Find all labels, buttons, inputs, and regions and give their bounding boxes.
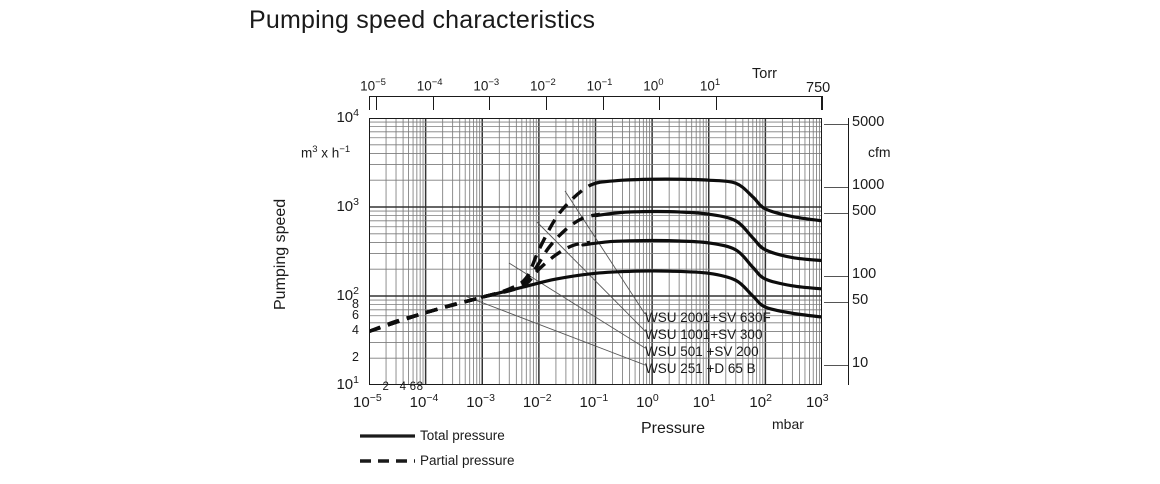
left-axis-tick-0: 101 <box>336 374 359 393</box>
torr-tick-750 <box>822 96 823 110</box>
curve-label-0: WSU 2001+SV 630F <box>645 310 771 325</box>
curve-label-2: WSU 501 +SV 200 <box>645 344 759 359</box>
left-axis-tick-1: 102 <box>336 285 359 304</box>
torr-tick-3 <box>545 96 547 110</box>
bottom-subtick-4: 4 <box>399 381 406 393</box>
left-subtick-8: 8 <box>352 296 359 311</box>
left-axis-tick-3: 104 <box>336 107 359 126</box>
right-axis-tick-5: 5000 <box>852 114 885 131</box>
torr-axis-tick-1: 10−4 <box>416 77 443 94</box>
legend-label-total: Total pressure <box>420 428 505 443</box>
right-axis-tick-1: 50 <box>852 292 869 309</box>
right-axis-tick-4: 1000 <box>852 176 885 193</box>
x-axis-title: Pressure <box>641 420 706 437</box>
bottom-axis-tick-5: 100 <box>636 392 659 411</box>
legend-label-partial: Partial pressure <box>420 453 515 468</box>
bottom-axis-tick-1: 10−4 <box>409 392 439 411</box>
curve-label-1: WSU 1001+SV 300 <box>645 327 763 342</box>
right-axis-tickmark-1 <box>824 302 848 304</box>
torr-axis-tick-3: 10−2 <box>529 77 556 94</box>
torr-tick-2 <box>489 96 491 110</box>
bottom-axis-tick-0: 10−5 <box>353 392 382 411</box>
right-axis-tick-0: 10 <box>852 354 869 371</box>
curve-label-3: WSU 251 +D 65 B <box>645 361 756 376</box>
chart-curves <box>369 177 822 366</box>
right-axis-unit: cfm <box>868 144 891 160</box>
bottom-subtick-2: 2 <box>382 381 389 393</box>
torr-axis-tick-4: 10−1 <box>586 77 613 94</box>
bottom-axis-tick-6: 101 <box>692 392 716 411</box>
bottom-axis-unit: mbar <box>772 416 804 432</box>
left-subtick-6: 6 <box>352 307 359 322</box>
torr-axis-tick-2: 10−3 <box>473 77 500 94</box>
torr-axis-tick-5: 100 <box>643 77 664 94</box>
right-axis-tickmark-5 <box>824 124 848 126</box>
chart-plot-area <box>369 118 822 385</box>
bottom-axis-tick-7: 102 <box>749 392 772 411</box>
left-axis-unit: m3 x h−1 <box>301 144 351 161</box>
bottom-axis-tick-2: 10−3 <box>466 392 495 411</box>
bottom-axis-tick-3: 10−2 <box>522 392 552 411</box>
torr-tick-0 <box>376 96 378 110</box>
torr-axis-ruler <box>369 96 822 110</box>
right-axis-tickmark-3 <box>824 213 848 215</box>
torr-tick-6 <box>715 96 717 110</box>
torr-tick-start <box>369 96 370 110</box>
torr-tick-4 <box>602 96 604 110</box>
chart-grid <box>369 118 822 385</box>
bottom-axis-tick-8: 103 <box>806 392 829 411</box>
right-axis-tickmark-2 <box>824 275 848 277</box>
page-title: Pumping speed characteristics <box>249 6 596 34</box>
right-axis-rail <box>848 118 849 385</box>
y-axis-title: Pumping speed <box>272 198 289 310</box>
torr-tick-1 <box>432 96 434 110</box>
right-axis-tick-3: 500 <box>852 203 877 220</box>
torr-tick-5 <box>659 96 661 110</box>
left-subtick-4: 4 <box>352 323 359 338</box>
right-axis-tickmark-0 <box>824 364 848 366</box>
bottom-subtick-8: 8 <box>416 381 424 393</box>
right-axis-tick-2: 100 <box>852 265 877 282</box>
left-subtick-2: 2 <box>352 350 359 365</box>
right-axis-tickmark-4 <box>824 186 848 188</box>
bottom-axis-tick-4: 10−1 <box>579 392 609 411</box>
torr-unit-label: Torr <box>752 66 777 82</box>
bottom-subtick-6: 6 <box>409 381 416 393</box>
torr-axis-tick-0: 10−5 <box>360 77 386 94</box>
plot-frame <box>369 118 822 385</box>
torr-750-label: 750 <box>806 80 831 96</box>
left-axis-tick-2: 103 <box>336 196 359 215</box>
torr-axis-tick-6: 101 <box>699 77 721 94</box>
